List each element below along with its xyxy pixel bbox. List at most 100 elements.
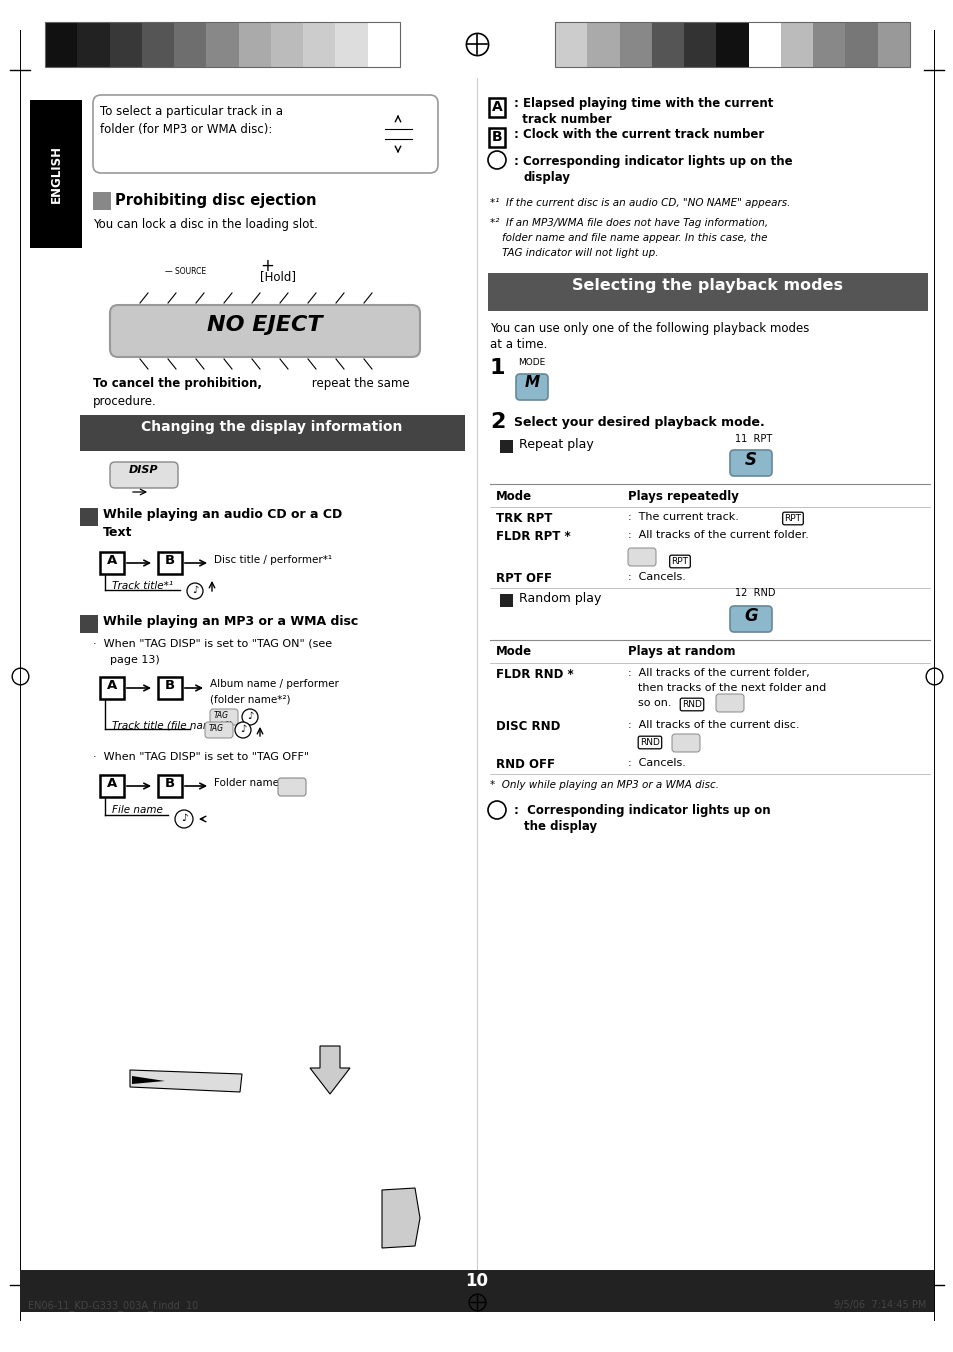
Polygon shape (310, 1046, 350, 1094)
Bar (488, 273, 927, 311)
Text: TAG indicator will not light up.: TAG indicator will not light up. (501, 247, 658, 258)
Text: Mode: Mode (496, 645, 532, 658)
Text: G: G (743, 607, 757, 625)
Text: ♪: ♪ (247, 711, 253, 721)
Text: procedure.: procedure. (92, 395, 156, 408)
Text: then tracks of the next folder and: then tracks of the next folder and (638, 683, 825, 694)
Text: +: + (260, 257, 274, 274)
Text: :  The current track.: : The current track. (627, 512, 739, 522)
Text: DISC RND: DISC RND (496, 721, 559, 733)
FancyBboxPatch shape (729, 606, 771, 631)
Text: Changing the display information: Changing the display information (141, 420, 402, 434)
Bar (303, 22, 335, 68)
FancyBboxPatch shape (671, 734, 700, 752)
Text: *²  If an MP3/WMA file does not have Tag information,: *² If an MP3/WMA file does not have Tag … (490, 218, 767, 228)
Bar (158, 552, 182, 575)
Text: (folder name*²): (folder name*²) (210, 694, 291, 704)
Text: While playing an audio CD or a CD
Text: While playing an audio CD or a CD Text (103, 508, 342, 539)
Bar (158, 677, 182, 699)
Text: ·  When "TAG DISP" is set to "TAG ON" (see: · When "TAG DISP" is set to "TAG ON" (se… (92, 639, 332, 649)
Text: TAG: TAG (213, 711, 229, 721)
Text: B: B (491, 130, 502, 145)
Text: B: B (165, 777, 175, 790)
Text: Select your desired playback mode.: Select your desired playback mode. (514, 416, 764, 429)
FancyBboxPatch shape (277, 777, 306, 796)
Text: *  Only while playing an MP3 or a WMA disc.: * Only while playing an MP3 or a WMA dis… (490, 780, 719, 790)
Bar (158, 775, 182, 796)
Bar (100, 775, 124, 796)
Text: Mode: Mode (496, 489, 532, 503)
Text: display: display (523, 170, 571, 184)
FancyBboxPatch shape (729, 450, 771, 476)
Bar (45, 22, 77, 68)
Bar (45, 22, 399, 68)
Circle shape (242, 708, 257, 725)
Circle shape (187, 583, 203, 599)
Bar (587, 22, 618, 68)
Text: ·  When "TAG DISP" is set to "TAG OFF": · When "TAG DISP" is set to "TAG OFF" (92, 752, 309, 763)
Bar (651, 22, 683, 68)
Bar (781, 22, 812, 68)
Bar (499, 439, 513, 453)
Bar (110, 22, 142, 68)
Bar (748, 22, 781, 68)
Text: B: B (165, 554, 175, 566)
Text: at a time.: at a time. (490, 338, 547, 352)
Text: Selecting the playback modes: Selecting the playback modes (572, 279, 842, 293)
Text: A: A (107, 554, 117, 566)
Bar (80, 615, 98, 633)
Text: B: B (165, 679, 175, 692)
Text: 10: 10 (465, 1272, 488, 1290)
Text: repeat the same: repeat the same (308, 377, 409, 389)
Text: RPT OFF: RPT OFF (496, 572, 552, 585)
Text: TRK RPT: TRK RPT (496, 512, 552, 525)
Bar (555, 22, 909, 68)
Text: To select a particular track in a
folder (for MP3 or WMA disc):: To select a particular track in a folder… (100, 105, 283, 137)
FancyBboxPatch shape (92, 95, 437, 173)
Text: S: S (744, 452, 757, 469)
Text: Disc title / performer*¹: Disc title / performer*¹ (213, 556, 332, 565)
Text: Plays repeatedly: Plays repeatedly (627, 489, 739, 503)
Text: — SOURCE: — SOURCE (165, 266, 206, 276)
Polygon shape (381, 1188, 419, 1248)
FancyBboxPatch shape (627, 548, 656, 566)
Text: :  All tracks of the current disc.: : All tracks of the current disc. (627, 721, 799, 730)
Bar (716, 22, 748, 68)
Text: RPT: RPT (671, 557, 688, 566)
Bar (92, 192, 111, 210)
Circle shape (488, 151, 505, 169)
Text: 9/5/06  7:14:45 PM: 9/5/06 7:14:45 PM (833, 1301, 925, 1310)
Bar (499, 594, 513, 607)
Bar (142, 22, 173, 68)
Bar (100, 677, 124, 699)
Bar (812, 22, 844, 68)
Text: ♪: ♪ (180, 813, 187, 823)
Bar (618, 22, 651, 68)
Text: Album name / performer: Album name / performer (210, 679, 338, 690)
Circle shape (174, 810, 193, 827)
Text: A: A (491, 100, 502, 114)
Text: ENGLISH: ENGLISH (50, 145, 63, 203)
Circle shape (234, 722, 251, 738)
Text: :  All tracks of the current folder,: : All tracks of the current folder, (627, 668, 809, 677)
Text: FLDR RPT *: FLDR RPT * (496, 530, 570, 544)
Text: Track title*¹: Track title*¹ (112, 581, 172, 591)
Text: RND: RND (681, 700, 701, 708)
Text: Plays at random: Plays at random (627, 645, 735, 658)
Text: RND: RND (639, 738, 659, 748)
Text: Prohibiting disc ejection: Prohibiting disc ejection (115, 193, 316, 208)
Bar (20, 1270, 933, 1311)
Text: Track title (file name*²): Track title (file name*²) (112, 721, 233, 730)
Text: While playing an MP3 or a WMA disc: While playing an MP3 or a WMA disc (103, 615, 358, 627)
Bar (238, 22, 271, 68)
Text: 11  RPT: 11 RPT (734, 434, 771, 443)
Text: NO EJECT: NO EJECT (207, 315, 322, 335)
Text: ♪: ♪ (239, 725, 246, 734)
Text: To cancel the prohibition,: To cancel the prohibition, (92, 377, 262, 389)
Text: MODE: MODE (517, 358, 545, 366)
Bar (877, 22, 909, 68)
Text: FLDR RND *: FLDR RND * (496, 668, 573, 681)
Bar (206, 22, 238, 68)
Text: [Hold]: [Hold] (260, 270, 295, 283)
Text: track number: track number (514, 114, 611, 126)
